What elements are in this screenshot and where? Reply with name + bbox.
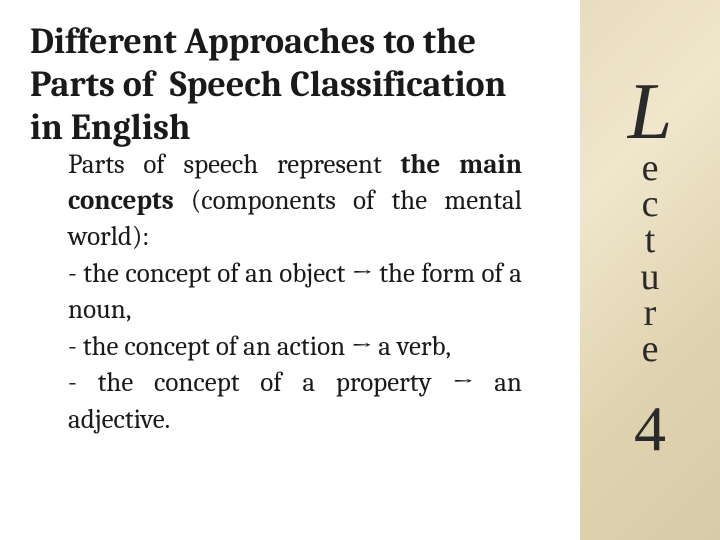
lecture-letter-e2: e xyxy=(642,331,659,367)
bullet-1: - the concept of an object → the form of… xyxy=(68,256,522,329)
lecture-letter-t: t xyxy=(645,222,656,258)
lecture-label: L e c t u r e xyxy=(628,74,673,367)
bullet-2: - the concept of an action → a verb, xyxy=(68,329,522,365)
intro-paragraph: Parts of speech represent the main conce… xyxy=(68,147,522,256)
body-text: Parts of speech represent the main conce… xyxy=(30,147,550,439)
intro-part1: Parts of speech represent xyxy=(68,149,401,180)
sidebar: L e c t u r e 4 xyxy=(580,0,720,540)
lecture-letter-e: e xyxy=(642,150,659,186)
lecture-letter-c: c xyxy=(642,186,659,222)
lecture-letter-r: r xyxy=(644,295,657,331)
page-title: Different Approaches to the Parts of Spe… xyxy=(30,20,550,150)
main-content: Different Approaches to the Parts of Spe… xyxy=(0,0,580,540)
lecture-number: 4 xyxy=(634,392,666,466)
lecture-letter-L: L xyxy=(628,74,673,150)
lecture-letter-u: u xyxy=(641,259,660,295)
bullet-3: - the concept of a property → an adjecti… xyxy=(68,365,522,438)
